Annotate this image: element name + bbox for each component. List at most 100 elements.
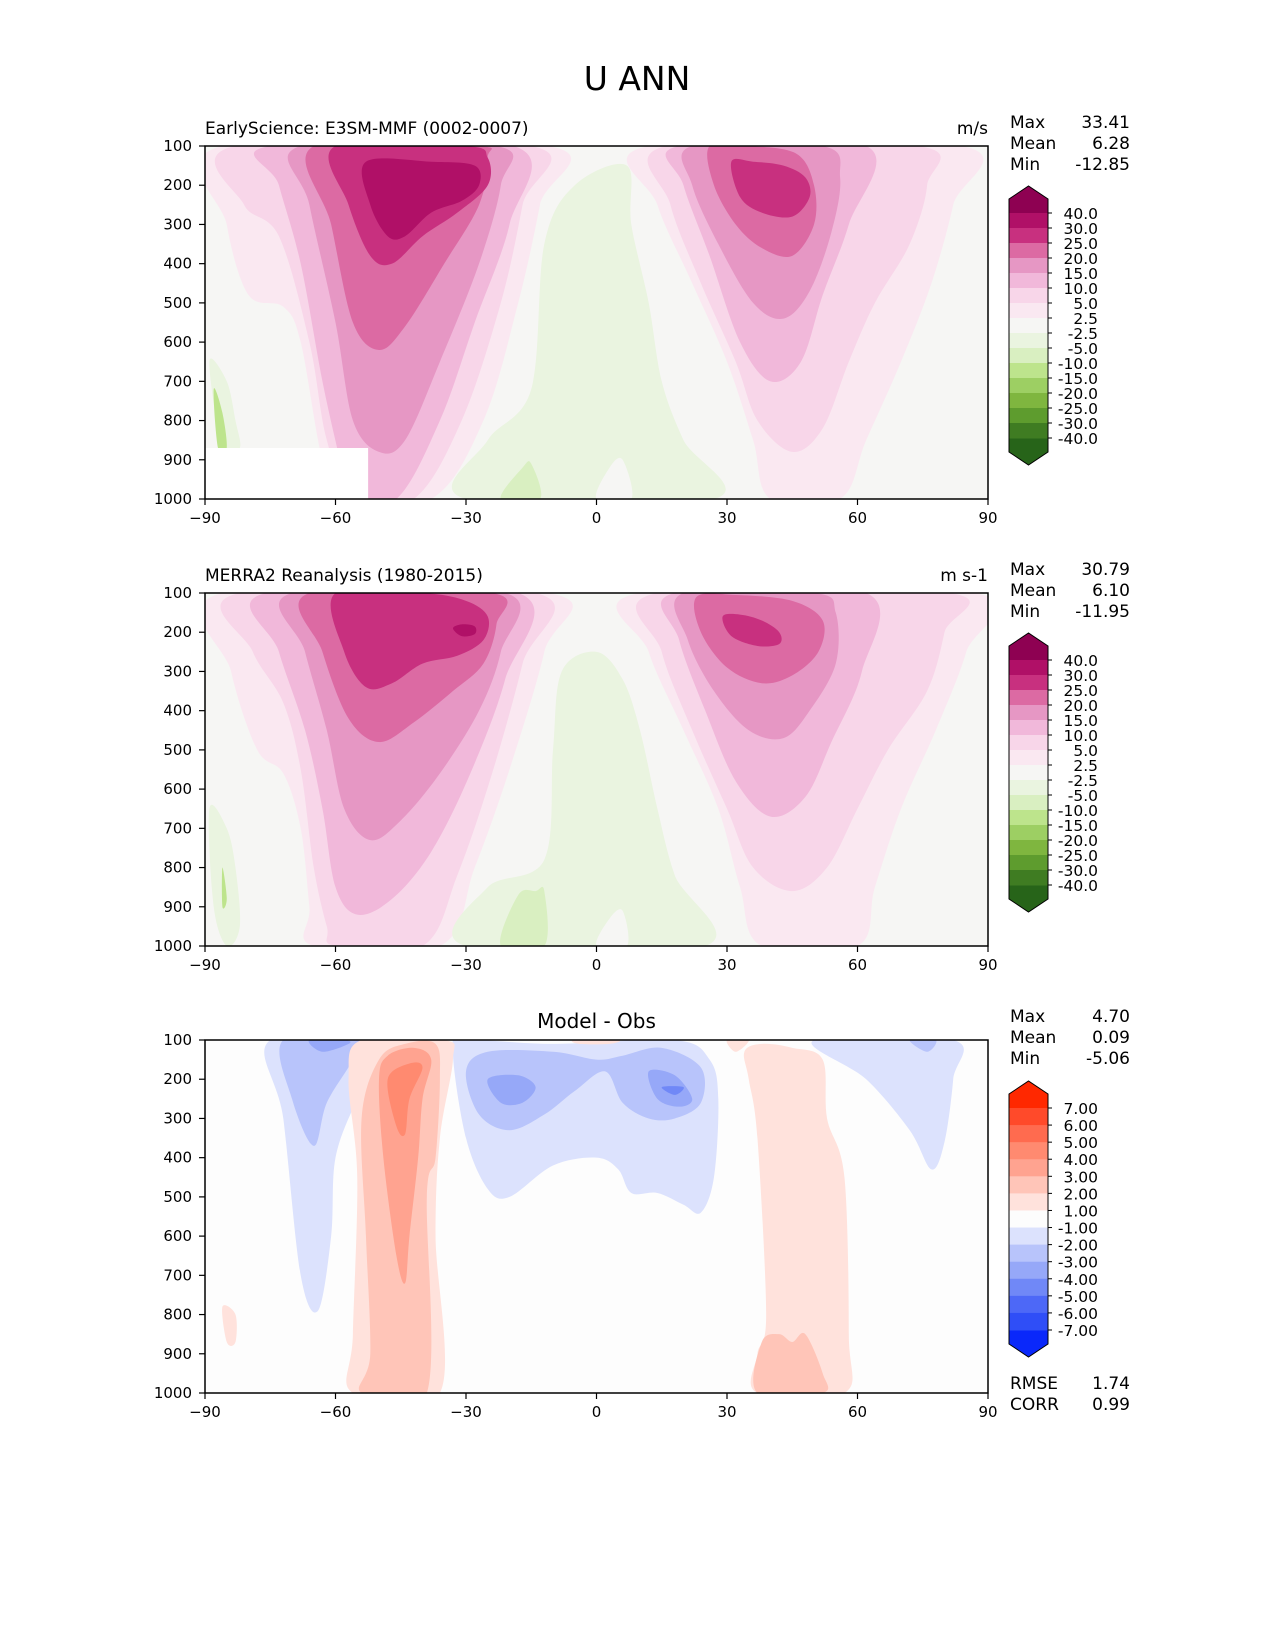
- colorbar-bin: [1009, 1244, 1048, 1263]
- colorbar-bin: [1009, 825, 1048, 841]
- colorbar-label: -4.00: [1058, 1271, 1098, 1289]
- stat-value: 1.74: [1092, 1374, 1130, 1394]
- colorbar-bin: [1009, 870, 1048, 886]
- x-tick-label: −30: [450, 1403, 482, 1421]
- x-tick-label: 30: [717, 1403, 736, 1421]
- colorbar-label: 2.5: [1073, 310, 1098, 328]
- stat-label: Mean: [1010, 1028, 1056, 1048]
- contour-region: [596, 909, 629, 946]
- y-tick-label: 300: [163, 215, 192, 233]
- contour-region: [387, 1062, 423, 1137]
- y-tick-label: 600: [163, 1227, 192, 1245]
- colorbar-bin: [1009, 228, 1048, 244]
- y-tick-label: 200: [163, 176, 192, 194]
- colorbar-bin: [1009, 423, 1048, 439]
- colorbar-extend-min: [1009, 1330, 1048, 1357]
- colorbar-bin: [1009, 1193, 1048, 1211]
- colorbar-label: 5.0: [1073, 295, 1098, 313]
- contour-region: [909, 1040, 937, 1052]
- colorbar-label: -7.00: [1058, 1322, 1098, 1340]
- contour-region: [308, 1040, 351, 1052]
- colorbar-label: 7.00: [1063, 1100, 1098, 1118]
- colorbar-extend-min: [1009, 885, 1048, 912]
- colorbar-bin: [1009, 1142, 1048, 1160]
- colorbar-label: -3.00: [1058, 1254, 1098, 1272]
- colorbar-label: -15.0: [1058, 817, 1098, 835]
- x-tick-label: 90: [978, 1403, 997, 1421]
- colorbar-bin: [1009, 675, 1048, 691]
- colorbar-bin: [1009, 735, 1048, 751]
- colorbar-bin: [1009, 303, 1048, 319]
- colorbar-label: 30.0: [1063, 220, 1098, 238]
- colorbar-bin: [1009, 288, 1048, 304]
- contour-region: [571, 1040, 621, 1045]
- colorbar-label: 20.0: [1063, 250, 1098, 268]
- colorbar-label: 30.0: [1063, 667, 1098, 685]
- colorbar-label: -25.0: [1058, 847, 1098, 865]
- contour-region: [500, 461, 542, 499]
- contour-region: [452, 624, 477, 637]
- contour-region: [209, 358, 241, 456]
- colorbar-extend-min: [1009, 438, 1048, 465]
- colorbar-bin: [1009, 363, 1048, 379]
- y-tick-label: 400: [163, 1149, 192, 1167]
- colorbar-label: 15.0: [1063, 265, 1098, 283]
- x-tick-label: −30: [450, 509, 482, 527]
- contour-region: [661, 1086, 684, 1095]
- colorbar-label: -2.5: [1068, 772, 1098, 790]
- contour-region: [205, 448, 369, 499]
- colorbar: 7.006.005.004.003.002.001.00-1.00-2.00-3…: [1008, 1080, 1098, 1358]
- colorbar-bin: [1009, 1108, 1048, 1126]
- units-label: m/s: [957, 119, 988, 139]
- x-tick-label: 30: [717, 956, 736, 974]
- y-tick-label: 900: [163, 1345, 192, 1363]
- colorbar-label: 5.00: [1063, 1134, 1098, 1152]
- colorbar-label: 40.0: [1063, 205, 1098, 223]
- colorbar-label: -40.0: [1058, 877, 1098, 895]
- colorbar-label: -5.0: [1068, 340, 1098, 358]
- colorbar-bin: [1009, 1312, 1048, 1331]
- colorbar-bin: [1009, 1125, 1048, 1143]
- colorbar-label: 4.00: [1063, 1151, 1098, 1169]
- colorbar: 40.030.025.020.015.010.05.02.5-2.5-5.0-1…: [1008, 185, 1098, 466]
- colorbar-label: 1.00: [1063, 1202, 1098, 1220]
- colorbar-label: -6.00: [1058, 1305, 1098, 1323]
- colorbar-bin: [1009, 1227, 1048, 1246]
- contour-region: [595, 457, 633, 499]
- y-tick-label: 1000: [154, 1384, 192, 1402]
- y-tick-label: 900: [163, 451, 192, 469]
- panel-title: MERRA2 Reanalysis (1980-2015): [205, 566, 483, 586]
- x-tick-label: −60: [320, 956, 352, 974]
- y-tick-label: 300: [163, 1109, 192, 1127]
- colorbar-label: -20.0: [1058, 832, 1098, 850]
- y-tick-label: 500: [163, 1188, 192, 1206]
- y-tick-label: 900: [163, 898, 192, 916]
- colorbar-bin: [1009, 690, 1048, 706]
- x-tick-label: −90: [189, 1403, 221, 1421]
- colorbar-label: 2.5: [1073, 757, 1098, 775]
- stat-value: 0.99: [1092, 1395, 1130, 1415]
- colorbar-bin: [1009, 318, 1048, 334]
- colorbar-label: 25.0: [1063, 235, 1098, 253]
- contour-region: [743, 1043, 853, 1393]
- colorbar-bin: [1009, 1176, 1048, 1194]
- colorbar-label: 5.0: [1073, 742, 1098, 760]
- contour-region: [221, 867, 227, 909]
- y-tick-label: 400: [163, 255, 192, 273]
- y-tick-label: 800: [163, 1306, 192, 1324]
- colorbar-bin: [1009, 1295, 1048, 1314]
- y-tick-label: 600: [163, 333, 192, 351]
- y-tick-label: 100: [163, 137, 192, 155]
- y-tick-label: 1000: [154, 490, 192, 508]
- contour-region: [279, 1040, 363, 1146]
- x-tick-label: 60: [848, 509, 867, 527]
- colorbar-outline: [1008, 185, 1049, 466]
- contour-region: [330, 593, 490, 690]
- colorbar-label: -10.0: [1058, 355, 1098, 373]
- colorbar-bin: [1009, 750, 1048, 766]
- colorbar-bin: [1009, 1261, 1048, 1280]
- colorbar-bin: [1009, 243, 1048, 259]
- colorbar-label: -2.00: [1058, 1237, 1098, 1255]
- stat-label: RMSE: [1010, 1374, 1058, 1394]
